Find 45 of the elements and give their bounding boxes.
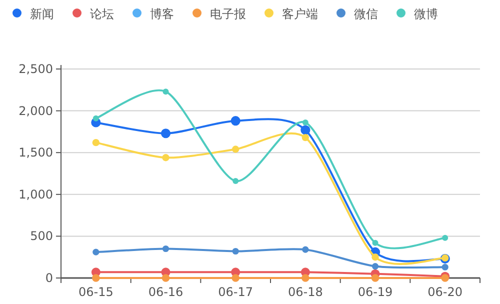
point	[371, 274, 380, 282]
y-tick-label: 1,000	[18, 187, 53, 202]
y-tick-label: 2,000	[18, 104, 53, 118]
point	[162, 154, 170, 162]
point	[302, 274, 310, 282]
point	[232, 146, 240, 153]
point	[441, 274, 449, 282]
x-tick-label: 06-18	[288, 285, 323, 299]
legend-label: 微信	[354, 7, 378, 21]
legend-label: 客户端	[282, 7, 318, 21]
y-tick-label: 1,500	[18, 146, 53, 160]
legend-label: 论坛	[90, 7, 114, 21]
x-tick-label: 06-20	[428, 285, 463, 299]
point	[300, 125, 310, 135]
point	[442, 234, 448, 241]
y-tick-label: 500	[30, 229, 53, 244]
legend-label: 新闻	[30, 7, 54, 21]
x-tick-label: 06-16	[148, 285, 184, 299]
point	[92, 138, 100, 146]
point	[232, 248, 239, 255]
point	[162, 274, 170, 282]
point	[162, 245, 170, 252]
point	[92, 248, 100, 256]
point	[302, 246, 309, 253]
point	[232, 274, 240, 282]
point	[372, 254, 379, 261]
point	[92, 115, 99, 122]
legend-label: 微博	[414, 7, 438, 21]
legend-label: 电子报	[210, 7, 246, 21]
point	[302, 120, 308, 126]
legend-label: 博客	[150, 7, 174, 21]
point	[372, 262, 379, 270]
x-tick-label: 06-19	[358, 285, 393, 299]
point	[302, 134, 310, 142]
point	[162, 88, 169, 95]
point	[372, 240, 378, 246]
point	[442, 264, 448, 270]
x-tick-label: 06-17	[218, 285, 254, 299]
y-tick-label: 0	[45, 271, 53, 285]
point	[92, 274, 100, 282]
y-tick-label: 2,500	[18, 62, 53, 76]
point	[230, 116, 240, 126]
point	[232, 178, 239, 184]
point	[160, 128, 171, 138]
x-tick-label: 06-15	[78, 285, 114, 299]
